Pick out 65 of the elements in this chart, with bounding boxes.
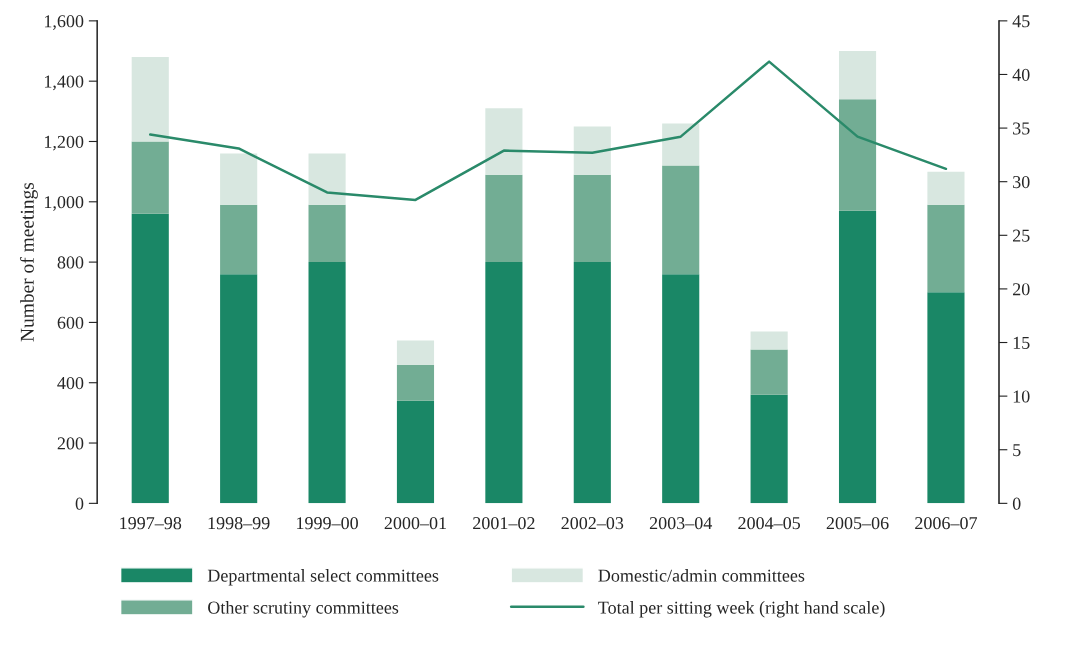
legend-label: Total per sitting week (right hand scale): [598, 601, 885, 618]
y2-tick-label: 40: [1012, 68, 1030, 81]
bar: [662, 123, 700, 166]
bar: [396, 340, 435, 365]
y2-tick-label: 20: [1012, 283, 1030, 296]
x-tick-label: 2006–07: [915, 517, 978, 530]
bar: [927, 204, 965, 293]
y-tick-label: 800: [57, 256, 84, 269]
y-tick-label: 600: [57, 316, 84, 329]
y2-tick-label: 0: [1012, 497, 1021, 510]
bar: [573, 262, 611, 504]
bar: [396, 364, 435, 401]
y2-tick-label: 45: [1012, 15, 1030, 28]
y-tick-label: 0: [75, 497, 84, 510]
y2-tick-label: 30: [1013, 175, 1030, 189]
x-tick-label: 2004–05: [738, 517, 801, 530]
y-tick-label: 1,600: [44, 15, 84, 30]
x-tick-label: 1999–00: [297, 517, 358, 530]
bar: [308, 204, 346, 263]
bar: [396, 400, 435, 504]
x-tick-label: 2001–02: [473, 517, 535, 530]
legend-label: Other scrutiny committees: [208, 601, 399, 618]
bar: [662, 274, 700, 504]
x-tick-label: 2002–03: [561, 517, 624, 530]
bar: [485, 108, 523, 175]
y-tick-label: 200: [57, 437, 84, 450]
bar: [220, 204, 258, 275]
bar: [220, 153, 258, 205]
bar: [131, 141, 169, 214]
bar: [485, 174, 523, 263]
bar: [131, 57, 169, 142]
legend-label: Departmental select committees: [207, 569, 439, 586]
bar: [750, 394, 788, 504]
y2-tick-label: 35: [1013, 122, 1030, 135]
bar: [485, 262, 523, 504]
y2-tick-label: 10: [1013, 390, 1030, 403]
bar: [750, 349, 788, 395]
x-tick-label: 1998–99: [208, 517, 270, 530]
legend-label: Domestic/admin committees: [598, 569, 805, 582]
bar: [838, 210, 877, 504]
x-tick-label: 2000–01: [384, 517, 446, 530]
y-tick-label: 400: [57, 376, 84, 390]
bar: [927, 292, 965, 504]
x-tick-label: 1997–98: [120, 517, 182, 530]
x-tick-label: 2003–04: [649, 517, 713, 530]
bar: [927, 171, 965, 205]
y-tick-label: 1,200: [44, 135, 84, 151]
y-tick-label: 1,000: [44, 196, 84, 211]
bar: [838, 99, 877, 211]
bar: [131, 213, 169, 504]
bar: [573, 126, 611, 175]
y-axis-title: Number of meetings: [19, 182, 38, 342]
x-tick-label: 2005–06: [826, 517, 889, 530]
y2-tick-label: 25: [1012, 229, 1030, 242]
bar: [308, 262, 346, 504]
y2-tick-label: 15: [1013, 336, 1030, 349]
bar: [838, 51, 877, 100]
bar: [662, 165, 700, 275]
y-tick-label: 1,400: [44, 75, 84, 91]
line-series: [149, 60, 948, 202]
bar: [573, 174, 611, 263]
bar: [220, 274, 258, 504]
bar: [750, 331, 788, 350]
y2-tick-label: 5: [1013, 444, 1021, 457]
bar: [308, 153, 346, 205]
